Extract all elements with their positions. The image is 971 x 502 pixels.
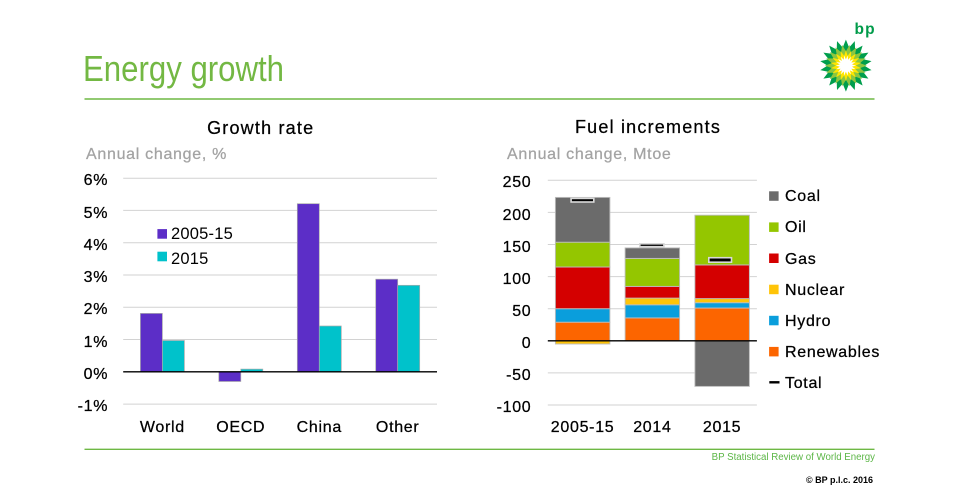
svg-text:bp: bp <box>855 21 876 38</box>
